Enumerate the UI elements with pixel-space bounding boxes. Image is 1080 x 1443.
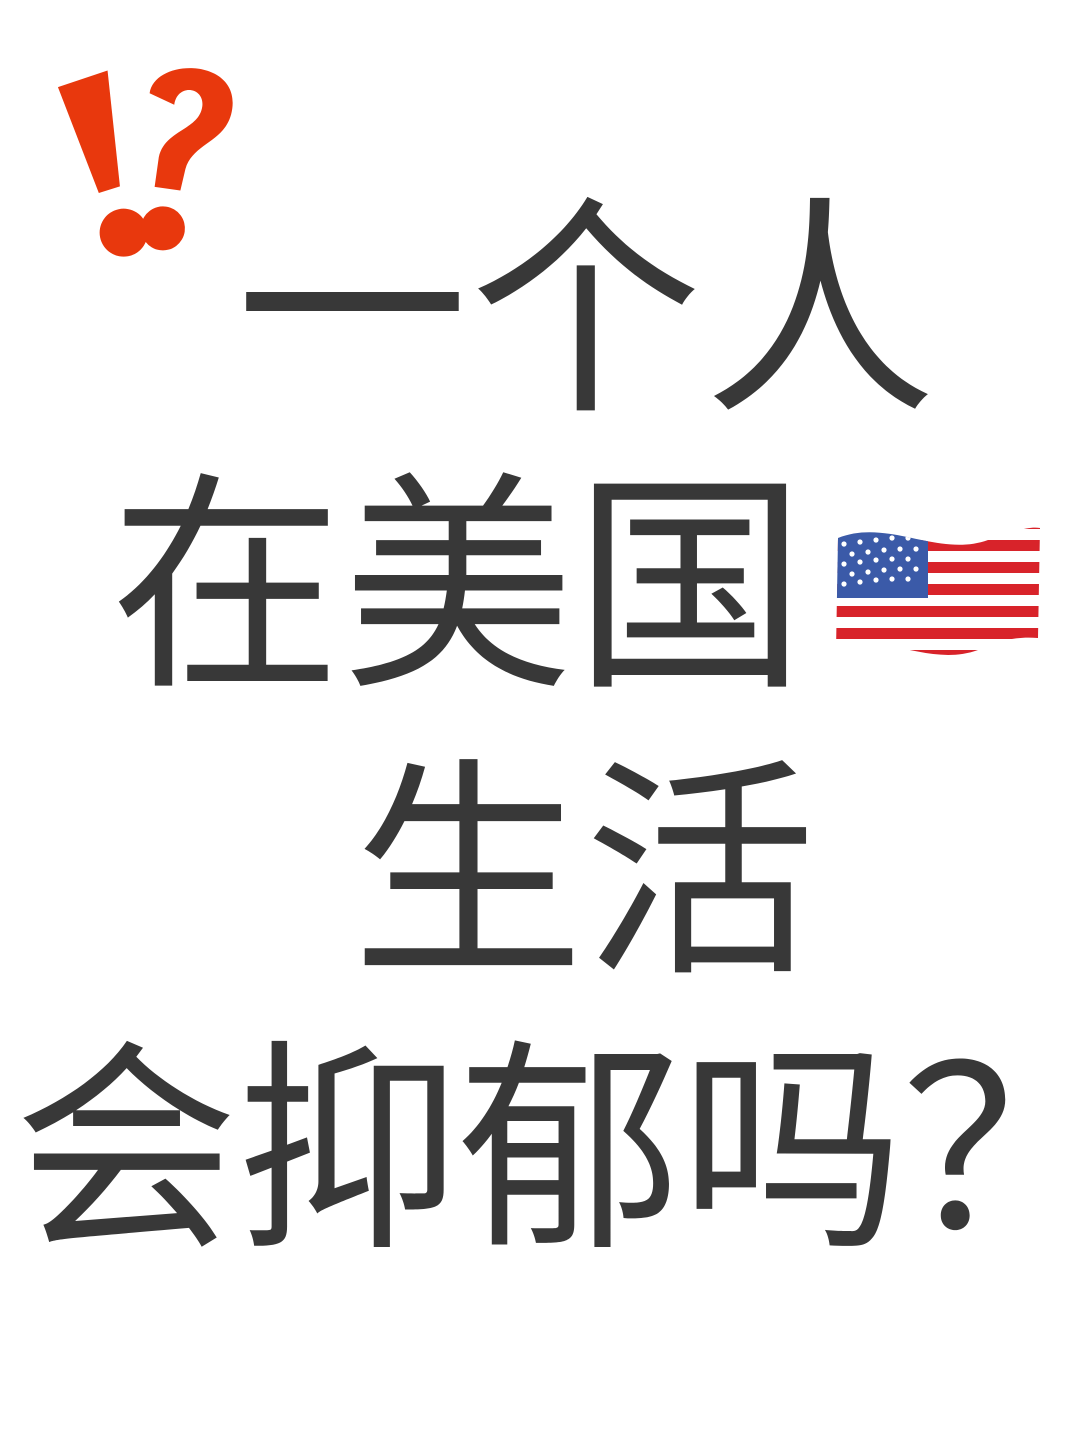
headline-line-4: 会抑郁吗？ xyxy=(14,1021,1080,1282)
headline-line-2: 在美国 xyxy=(110,472,1048,704)
us-flag-icon xyxy=(836,527,1041,655)
headline-line-1: 一个人 xyxy=(236,177,939,447)
headline-line-3: 生活 xyxy=(352,739,817,1009)
headline-line-2-text: 在美国 xyxy=(110,453,807,723)
exclamation-question-mark-icon xyxy=(57,68,233,257)
